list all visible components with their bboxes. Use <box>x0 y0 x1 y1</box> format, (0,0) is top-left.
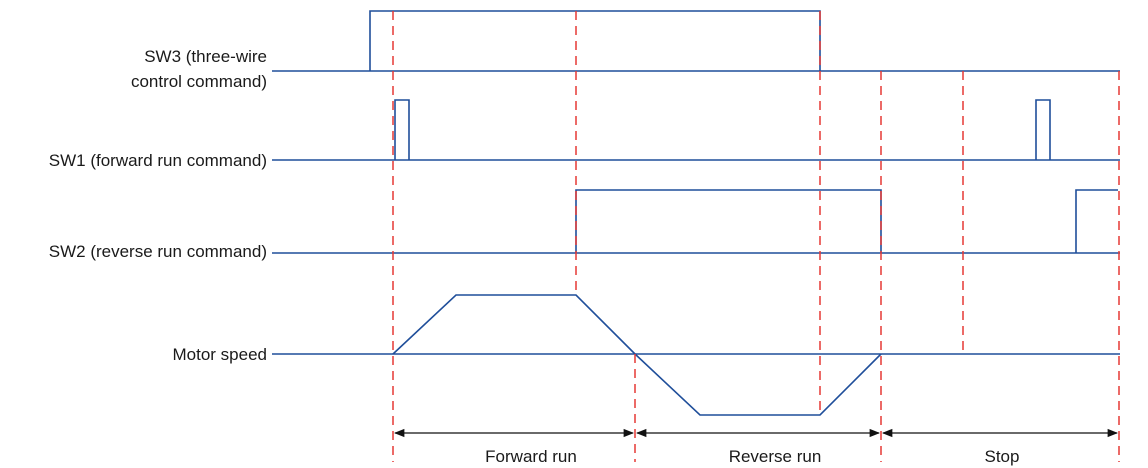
sw3-waveform <box>369 10 821 71</box>
forward-run-label: Forward run <box>485 447 577 466</box>
sw2-waveform-later <box>1075 189 1118 253</box>
sw3-label-line2: control command) <box>131 72 267 91</box>
reverse-run-label: Reverse run <box>729 447 822 466</box>
sw1-label: SW1 (forward run command) <box>49 151 267 170</box>
sw2-label: SW2 (reverse run command) <box>49 242 267 261</box>
sw1-pulse-later <box>1035 99 1051 160</box>
sw1-pulse-forward <box>394 99 410 160</box>
motor-speed-profile <box>392 294 882 416</box>
stop-label: Stop <box>985 447 1020 466</box>
sw2-waveform-reverse <box>575 189 882 253</box>
motor-speed-label: Motor speed <box>173 345 268 364</box>
sw3-label-line1: SW3 (three-wire <box>144 47 267 66</box>
